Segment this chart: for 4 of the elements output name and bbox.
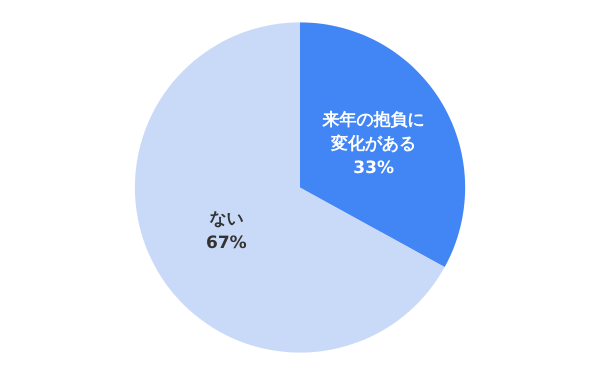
- data-label: 33%: [353, 158, 394, 178]
- slice-label: ない: [209, 209, 244, 230]
- data-label: 67%: [206, 233, 247, 254]
- slice-label: 来年の抱負に変化がある: [322, 110, 425, 154]
